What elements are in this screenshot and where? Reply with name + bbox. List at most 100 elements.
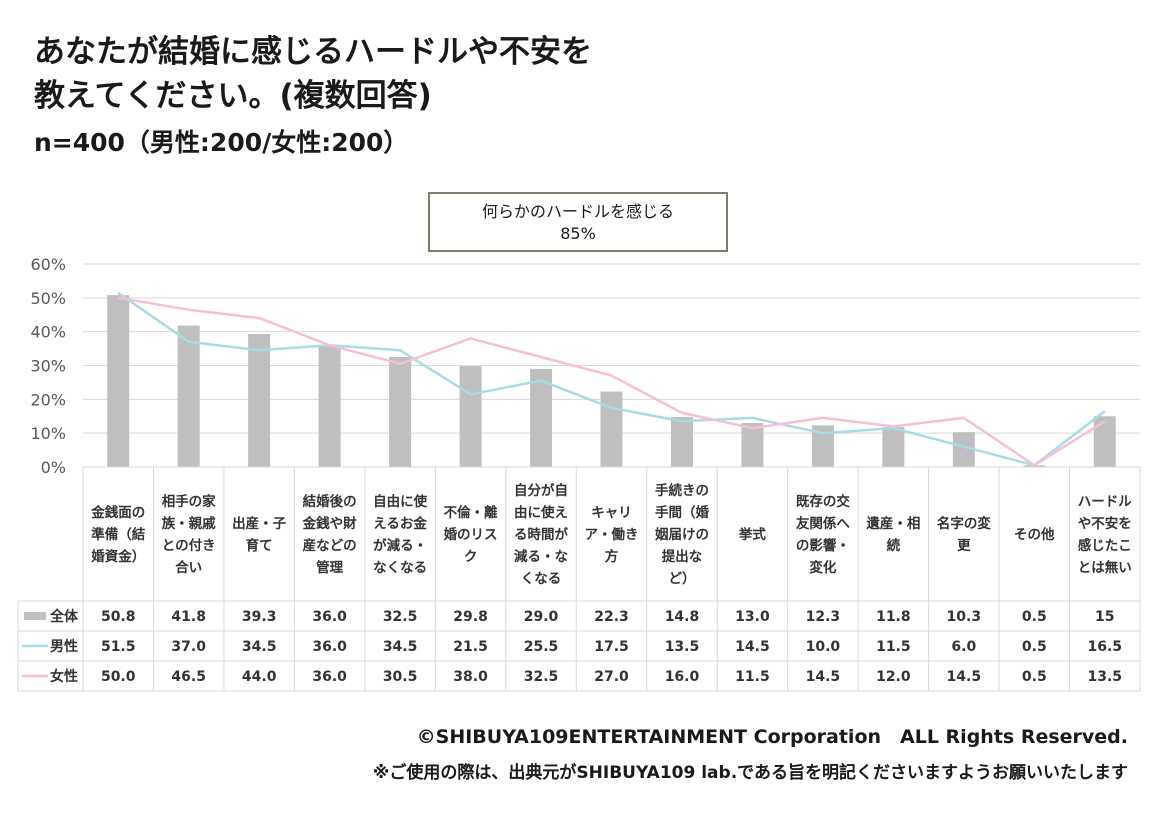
category-label: 婚のリス (444, 526, 498, 543)
y-tick-label: 20% (30, 390, 66, 409)
bar (107, 295, 130, 467)
data-label: 39.3 (242, 609, 277, 625)
data-label: 29.0 (524, 609, 559, 625)
data-label: 41.8 (171, 609, 206, 625)
bar (600, 391, 623, 467)
data-label: 16.5 (1087, 639, 1122, 655)
series-line (117, 291, 1106, 467)
legend-key (24, 612, 46, 620)
bar (389, 357, 412, 467)
y-tick-label: 10% (30, 424, 66, 443)
copyright-text: ©SHIBUYA109ENTERTAINMENT Corporation ALL… (416, 726, 1128, 748)
category-label: 名字の変 (937, 515, 991, 532)
category-label: 婚資金） (91, 548, 145, 565)
category-label: 挙式 (738, 526, 767, 543)
category-label: 自由に使 (373, 493, 427, 510)
sample-size-label: n=400（男性:200/女性:200） (34, 128, 409, 157)
category-label: や不安を (1078, 515, 1132, 532)
bar (318, 345, 341, 467)
bar (952, 432, 975, 467)
category-label: 不倫・離 (444, 504, 498, 521)
y-tick-label: 60% (30, 255, 66, 274)
category-label: キャリ (591, 505, 632, 521)
y-tick-label: 50% (30, 289, 66, 308)
category-label: 友関係へ (796, 515, 850, 532)
category-label: 管理 (316, 559, 343, 576)
bar (1093, 416, 1116, 467)
bar (177, 325, 200, 467)
data-label: 36.0 (312, 669, 347, 685)
category-label: 手続きの (655, 482, 709, 499)
chart-title: あなたが結婚に感じるハードルや不安を 教えてください。(複数回答) (34, 34, 592, 114)
data-label: 10.0 (806, 639, 841, 655)
data-label: 44.0 (242, 669, 277, 685)
data-label: 11.5 (735, 669, 770, 685)
callout-label: 何らかのハードルを感じる (481, 202, 674, 221)
category-label: くなる (521, 571, 562, 587)
category-label: 出産・子 (232, 515, 286, 532)
category-label: 遺産・相 (865, 515, 920, 532)
category-label: えるお金 (373, 515, 427, 532)
summary-callout: 何らかのハードルを感じる 85% (428, 192, 728, 252)
data-label: 30.5 (383, 669, 418, 685)
data-label: 16.0 (665, 669, 700, 685)
category-label: 由に使え (514, 504, 568, 521)
category-label: 既存の交 (796, 493, 850, 510)
data-label: 11.8 (876, 609, 911, 625)
data-label: 22.3 (594, 609, 629, 625)
data-label: 36.0 (312, 609, 347, 625)
category-label: 減る・な (514, 548, 568, 565)
data-label: 29.8 (453, 609, 488, 625)
bar (459, 366, 482, 467)
data-label: 10.3 (947, 609, 982, 625)
data-label: 12.3 (806, 609, 841, 625)
data-label: 11.5 (876, 639, 911, 655)
y-tick-label: 40% (30, 323, 66, 342)
category-label: 結婚後の (303, 493, 357, 510)
category-label: 感じたこ (1078, 537, 1132, 554)
bar (670, 416, 693, 467)
category-label: との付き (162, 537, 216, 554)
data-label: 46.5 (171, 669, 206, 685)
category-label: なくなる (373, 560, 427, 576)
category-label: 変化 (809, 559, 837, 576)
data-label: 13.0 (735, 609, 770, 625)
category-label: る時間が (514, 526, 568, 543)
data-label: 51.5 (101, 639, 136, 655)
data-label: 27.0 (594, 669, 629, 685)
data-label: 50.8 (101, 609, 136, 625)
data-label: 13.5 (1087, 669, 1122, 685)
bar (741, 423, 764, 467)
data-label: 32.5 (383, 609, 418, 625)
category-label: 準備（結 (91, 526, 145, 543)
data-label: 50.0 (101, 669, 136, 685)
category-label: 提出な (662, 548, 703, 565)
data-label: 13.5 (665, 639, 700, 655)
data-label: 14.8 (665, 609, 700, 625)
data-label: 34.5 (242, 639, 277, 655)
category-label: その他 (1014, 526, 1055, 543)
category-label: とは無い (1078, 559, 1132, 576)
category-label: 族・親戚 (162, 515, 216, 532)
category-label: 金銭面の (90, 504, 145, 521)
y-tick-label: 30% (30, 357, 66, 376)
data-label: 0.5 (1022, 639, 1047, 655)
data-label: 15 (1095, 609, 1114, 625)
data-label: 12.0 (876, 669, 911, 685)
category-label: 方 (605, 548, 619, 565)
category-label: ハードル (1078, 494, 1132, 510)
series-line (117, 296, 1106, 467)
usage-notice: ※ご使用の際は、出典元がSHIBUYA109 lab.である旨を明記くださいます… (372, 763, 1128, 783)
category-label: の影響・ (796, 537, 850, 554)
category-label: 産などの (303, 537, 357, 554)
category-label: が減る・ (373, 537, 427, 554)
category-label: 自分が自 (514, 482, 568, 499)
legend-label: 全体 (49, 608, 79, 625)
category-label: 手間（婚 (655, 504, 709, 521)
category-label: ク (464, 549, 478, 565)
category-label: ア・働き (585, 526, 639, 543)
category-label: ど） (668, 571, 695, 587)
bar (248, 334, 271, 467)
data-label: 38.0 (453, 669, 488, 685)
y-tick-label: 0% (41, 458, 66, 477)
